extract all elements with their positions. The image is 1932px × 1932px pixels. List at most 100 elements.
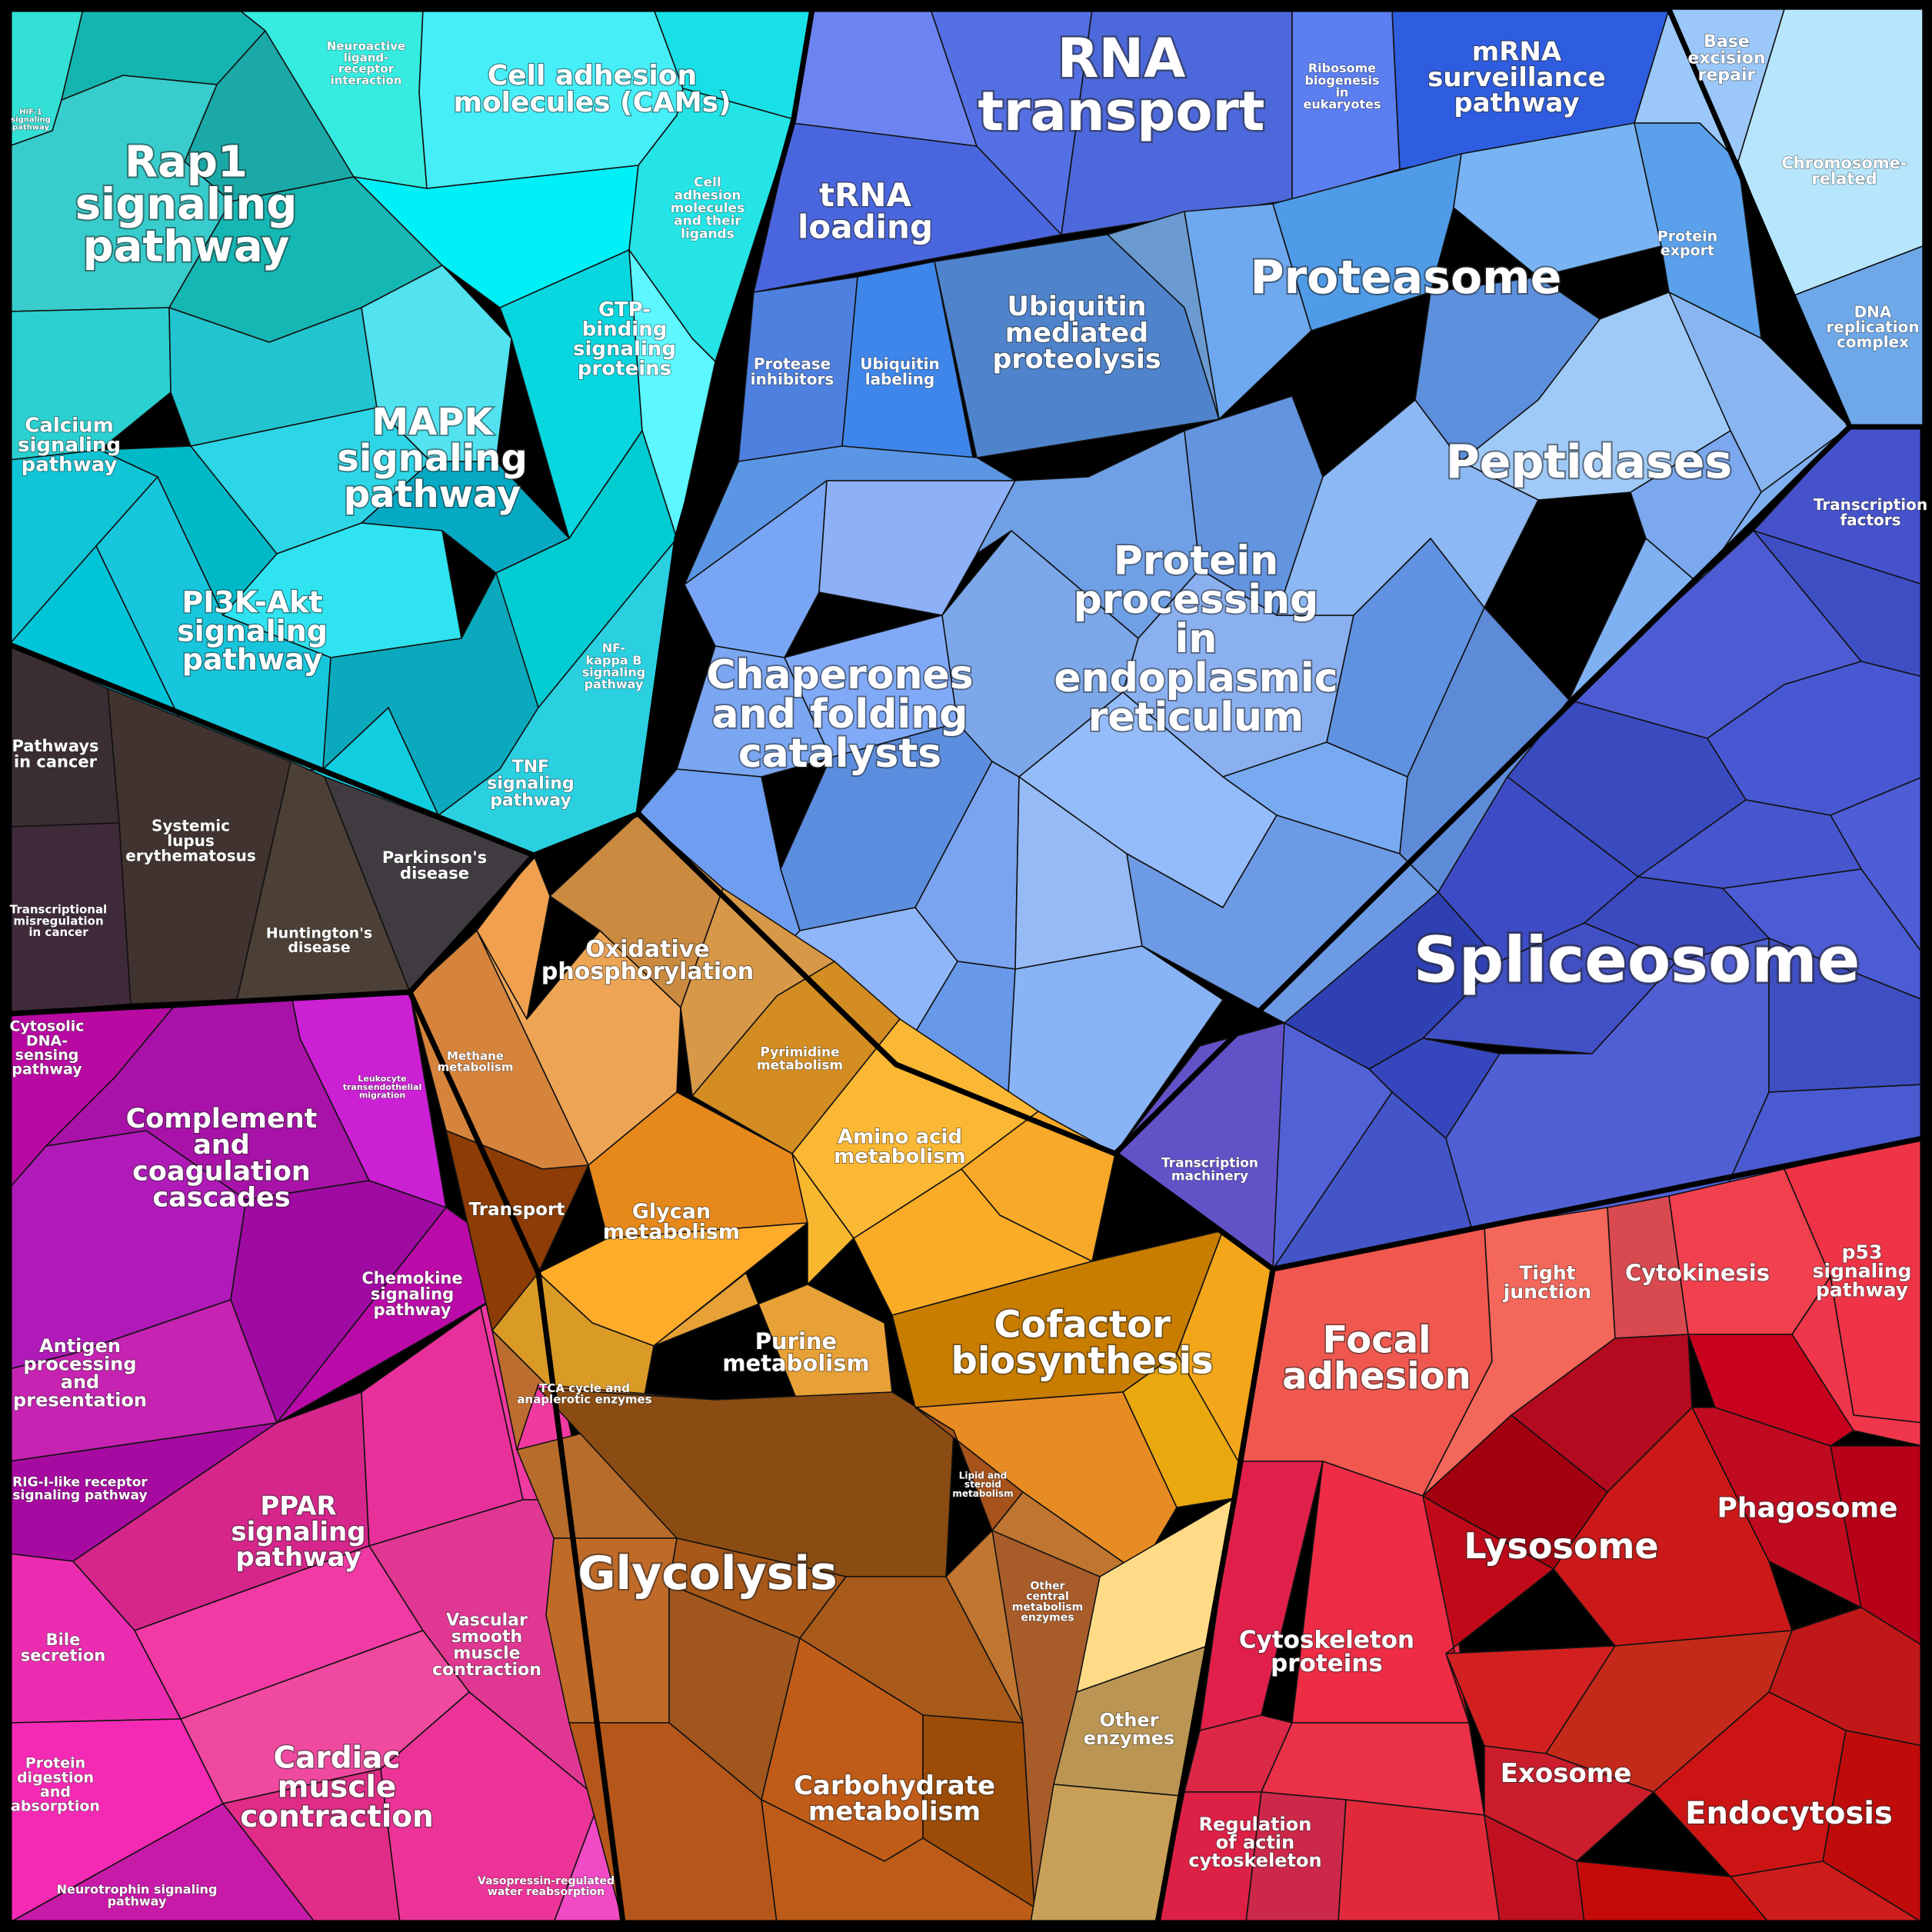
label-line: signaling <box>573 338 676 361</box>
label-line: contraction <box>432 1661 541 1680</box>
label-line: HIF-1 <box>19 108 42 117</box>
label-line: GTP- <box>598 298 651 321</box>
label-line: proteins <box>578 357 671 380</box>
label-line: junction <box>1503 1281 1591 1303</box>
label-line: Amino acid <box>838 1125 962 1148</box>
label-line: machinery <box>1171 1168 1248 1184</box>
label-line: in <box>1336 85 1349 99</box>
label-line: Parkinson's <box>382 848 487 867</box>
label-line: Transcription <box>1161 1156 1258 1171</box>
label-line: molecules (CAMs) <box>453 87 731 118</box>
label-line: Lipid and <box>959 1470 1007 1481</box>
label-cytosolic-dna: Cytosolic DNA-sensing pathway <box>9 1018 84 1078</box>
label-line: migration <box>359 1091 405 1101</box>
label-line: Spliceosome <box>1414 924 1860 998</box>
label-line: repair <box>1698 65 1756 85</box>
label-line: processing <box>1074 577 1319 623</box>
label-exosome: Exosome <box>1501 1758 1632 1789</box>
label-gtp: GTP-binding signaling proteins <box>573 298 676 380</box>
label-line: absorption <box>11 1798 100 1815</box>
label-line: Protein <box>1114 538 1278 584</box>
label-line: signaling <box>11 116 51 125</box>
label-line: pathway <box>344 473 521 516</box>
label-cam-ligands: Cell adhesion molecules and their ligands <box>671 175 744 242</box>
label-line: Pyrimidine <box>760 1045 839 1061</box>
blue-cell <box>676 645 831 778</box>
label-spliceosome: Spliceosome <box>1414 924 1860 998</box>
label-line: pathway <box>1454 88 1579 118</box>
label-p53: p53 signaling pathway <box>1813 1241 1912 1301</box>
orange-cell <box>691 961 901 1154</box>
label-line: adhesion <box>674 188 741 203</box>
label-line: muscle <box>278 1770 397 1805</box>
label-line: Cardiac <box>274 1740 401 1775</box>
label-line: mediated <box>1005 318 1148 348</box>
label-line: coagulation <box>132 1156 311 1187</box>
label-line: mRNA <box>1472 37 1562 68</box>
label-line: Regulation <box>1199 1814 1312 1835</box>
label-line: surveillance <box>1427 62 1606 93</box>
label-parkinson: Parkinson's disease <box>382 848 487 883</box>
label-line: Focal <box>1322 1318 1431 1361</box>
label-line: cascades <box>152 1183 290 1214</box>
label-line: PI3K-Akt <box>182 585 322 619</box>
blue-cell <box>1507 426 1850 778</box>
label-line: enzymes <box>1084 1727 1175 1749</box>
label-line: signaling <box>337 437 527 480</box>
label-line: Cofactor <box>994 1303 1171 1346</box>
label-vasopressin: Vasopressin-regulated water reabsorption <box>478 1875 615 1898</box>
label-line: muscle <box>453 1644 520 1663</box>
label-line: factors <box>1840 511 1900 529</box>
label-line: Transcription <box>1814 495 1927 514</box>
label-line: erythematosus <box>125 847 256 865</box>
label-line: processing <box>23 1354 136 1375</box>
label-line: Cytosolic <box>9 1018 84 1035</box>
label-line: signaling <box>371 1284 454 1303</box>
label-amino: Amino acid metabolism <box>834 1125 966 1168</box>
label-tight: Tight junction <box>1503 1262 1591 1304</box>
label-vsmc: Vascular smooth muscle contraction <box>432 1611 541 1680</box>
label-protease-inh: Protease inhibitors <box>751 355 834 388</box>
label-neurotrophin: Neurotrophin signaling pathway <box>57 1882 218 1909</box>
label-line: Other <box>1099 1710 1158 1731</box>
label-line: disease <box>288 939 350 956</box>
label-line: Endocytosis <box>1685 1796 1893 1831</box>
label-line: Calcium <box>25 415 113 438</box>
label-line: TCA cycle and <box>539 1381 630 1395</box>
label-line: metabolism <box>808 1797 981 1827</box>
label-line: Other <box>1031 1580 1065 1592</box>
label-line: Complement <box>126 1104 318 1134</box>
label-line: phosphorylation <box>541 958 754 985</box>
label-cardiac: Cardiac muscle contraction <box>240 1740 434 1834</box>
label-line: pathway <box>12 1061 82 1078</box>
label-line: metabolism <box>952 1488 1013 1499</box>
label-cofactor: Cofactor biosynthesis <box>951 1303 1213 1382</box>
label-line: RNA <box>1058 27 1186 90</box>
label-transport: Transport <box>469 1200 565 1220</box>
label-line: transendothelial <box>343 1082 422 1092</box>
cells-layer <box>8 8 1924 1924</box>
label-dna-rep: DNA replication complex <box>1826 302 1919 351</box>
label-line: Ubiquitin <box>1007 291 1146 322</box>
label-line: Ubiquitin <box>860 355 939 373</box>
label-line: Rap1 <box>125 138 248 188</box>
blue-cell <box>684 480 828 658</box>
label-line: Huntington's <box>266 924 372 941</box>
label-line: Transcriptional <box>10 903 107 917</box>
label-ub-mediated: Ubiquitin mediated proteolysis <box>992 291 1161 375</box>
label-complement: Complement and coagulation cascades <box>126 1104 318 1214</box>
label-mapk: MAPK signaling pathway <box>337 401 527 516</box>
label-line: Vasopressin-regulated <box>478 1875 615 1887</box>
label-line: pathway <box>182 643 323 677</box>
label-ribosome-bio: Ribosome biogenesis in eukaryotes <box>1303 61 1381 112</box>
label-line: Neurotrophin signaling <box>57 1882 218 1897</box>
label-line: pathway <box>374 1301 451 1319</box>
label-carbohydrate: Carbohydrate metabolism <box>794 1770 995 1827</box>
label-hif1: HIF-1 signaling pathway <box>11 108 51 132</box>
label-line: contraction <box>240 1800 434 1834</box>
label-line: pathway <box>22 454 118 477</box>
blue-cell <box>818 480 1016 616</box>
label-line: RIG-I-like receptor <box>12 1475 148 1491</box>
label-line: pathway <box>108 1894 167 1908</box>
